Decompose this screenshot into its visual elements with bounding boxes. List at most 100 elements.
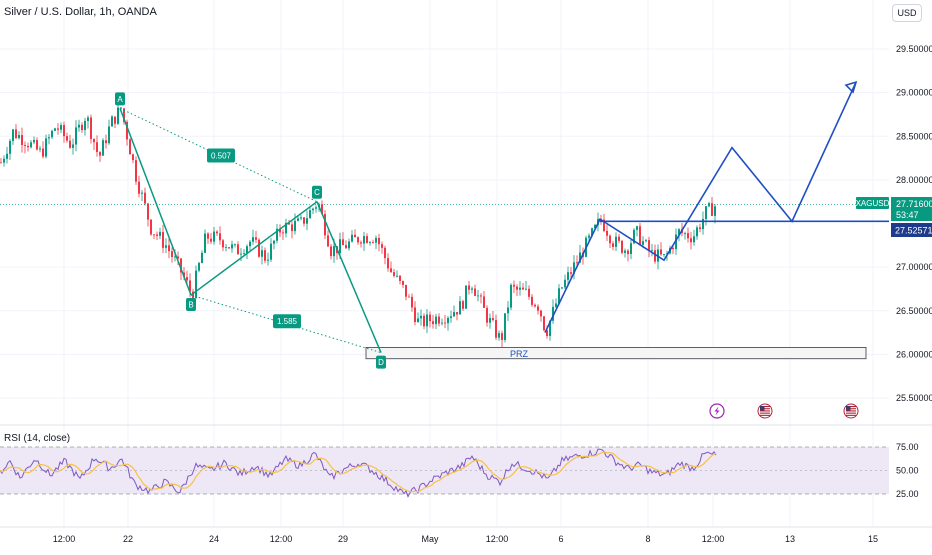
candle-body — [90, 117, 92, 139]
candle-body — [525, 288, 527, 290]
rsi-line — [0, 448, 717, 498]
candle-body — [21, 134, 23, 145]
rsi-legend[interactable]: RSI (14, close) — [4, 433, 71, 444]
currency-button[interactable]: USD — [892, 4, 922, 22]
candle-body — [63, 125, 65, 137]
candle-body — [54, 128, 56, 131]
candle-body — [129, 139, 131, 155]
candle-body — [135, 160, 137, 182]
time-axis[interactable]: 12:00 22 24 12:00 29 May 12:00 6 8 12:00 13 15 — [53, 534, 878, 544]
flag-stripe — [760, 408, 770, 410]
time-tick-label: 24 — [209, 534, 219, 544]
candle-body — [228, 247, 230, 249]
candle-body — [222, 240, 224, 248]
candle-body — [195, 270, 197, 298]
point-label-c: C — [314, 188, 320, 197]
flag-stripe — [760, 412, 770, 414]
candle-body — [399, 275, 401, 281]
candle-body — [189, 280, 191, 292]
time-tick-label: 22 — [123, 534, 133, 544]
point-label-bg — [312, 185, 322, 199]
ratio-label-bg — [207, 148, 235, 163]
candle-body — [624, 250, 626, 253]
time-tick-label: 12:00 — [486, 534, 509, 544]
ratio-label: 0.507 — [211, 151, 232, 160]
candle-body — [456, 312, 458, 315]
candle-body — [168, 245, 170, 252]
projection-path[interactable] — [544, 81, 857, 333]
candle-body — [237, 244, 239, 255]
candle-body — [516, 286, 518, 290]
candle-body — [693, 236, 695, 243]
candle-body — [444, 322, 446, 324]
candle-body — [327, 235, 329, 247]
candle-body — [639, 226, 641, 245]
candle-body — [81, 124, 83, 131]
prz-box[interactable] — [365, 346, 867, 360]
candle-body — [615, 236, 617, 247]
candle-body — [123, 108, 125, 122]
candle-body — [117, 107, 119, 124]
harmonic-pattern[interactable]: A B C D 0.507 1.585 — [115, 92, 386, 369]
candle-body — [201, 252, 203, 264]
candle-body — [264, 250, 266, 261]
us-flag-icon[interactable] — [757, 403, 773, 419]
price-tick-label: 26.00000 — [896, 349, 932, 359]
candle-body — [333, 246, 335, 257]
time-tick-label: 15 — [868, 534, 878, 544]
us-flag-icon-2[interactable] — [843, 403, 859, 419]
candle-body — [330, 246, 332, 257]
last-price-label[interactable]: XAGUSD 27.71600 53:47 — [856, 197, 932, 221]
candle-body — [345, 245, 347, 249]
candle-body — [438, 316, 440, 324]
candle-body — [606, 230, 608, 236]
time-tick-label: 12:00 — [702, 534, 725, 544]
candle-body — [342, 239, 344, 246]
level-price-label[interactable]: 27.52571 — [891, 223, 932, 237]
candle-body — [462, 301, 464, 309]
candle-body — [315, 207, 317, 209]
rsi-axis[interactable]: 75.00 50.00 25.00 — [896, 442, 919, 499]
candle-body — [672, 247, 674, 250]
candle-body — [483, 296, 485, 308]
candle-body — [522, 287, 524, 290]
candle-body — [108, 126, 110, 144]
candle-body — [306, 218, 308, 224]
candle-body — [573, 262, 575, 274]
candle-body — [630, 243, 632, 254]
candle-body — [138, 181, 140, 194]
candle-body — [225, 247, 227, 248]
candle-body — [453, 312, 455, 317]
pattern-ratio-line — [190, 294, 382, 354]
price-axis[interactable]: 29.50000 29.00000 28.50000 28.00000 27.00000… — [896, 44, 932, 403]
candle-body — [198, 263, 200, 271]
rsi-tick-label: 75.00 — [896, 442, 919, 452]
countdown-value: 53:47 — [896, 210, 919, 220]
candle-body — [645, 240, 647, 242]
candle-body — [474, 288, 476, 296]
candle-body — [69, 140, 71, 148]
candle-body — [84, 120, 86, 131]
candle-body — [51, 130, 53, 138]
lightning-icon[interactable] — [709, 403, 725, 419]
candle-body — [513, 284, 515, 287]
candle-body — [471, 288, 473, 290]
rsi-tick-label: 25.00 — [896, 489, 919, 499]
symbol-title[interactable]: Silver / U.S. Dollar, 1h, OANDA — [4, 6, 157, 18]
event-markers[interactable] — [709, 403, 859, 419]
candle-body — [690, 238, 692, 243]
candle-body — [240, 253, 242, 255]
candle-body — [141, 192, 143, 194]
candle-body — [231, 244, 233, 249]
candle-body — [87, 117, 89, 121]
candle-body — [72, 144, 74, 148]
candle-body — [252, 237, 254, 242]
candle-body — [567, 272, 569, 280]
candle-body — [210, 238, 212, 242]
candle-body — [192, 291, 194, 298]
point-label-bg — [186, 298, 196, 312]
rsi-ma-line — [0, 451, 717, 493]
candle-body — [246, 246, 248, 254]
candle-body — [435, 316, 437, 325]
